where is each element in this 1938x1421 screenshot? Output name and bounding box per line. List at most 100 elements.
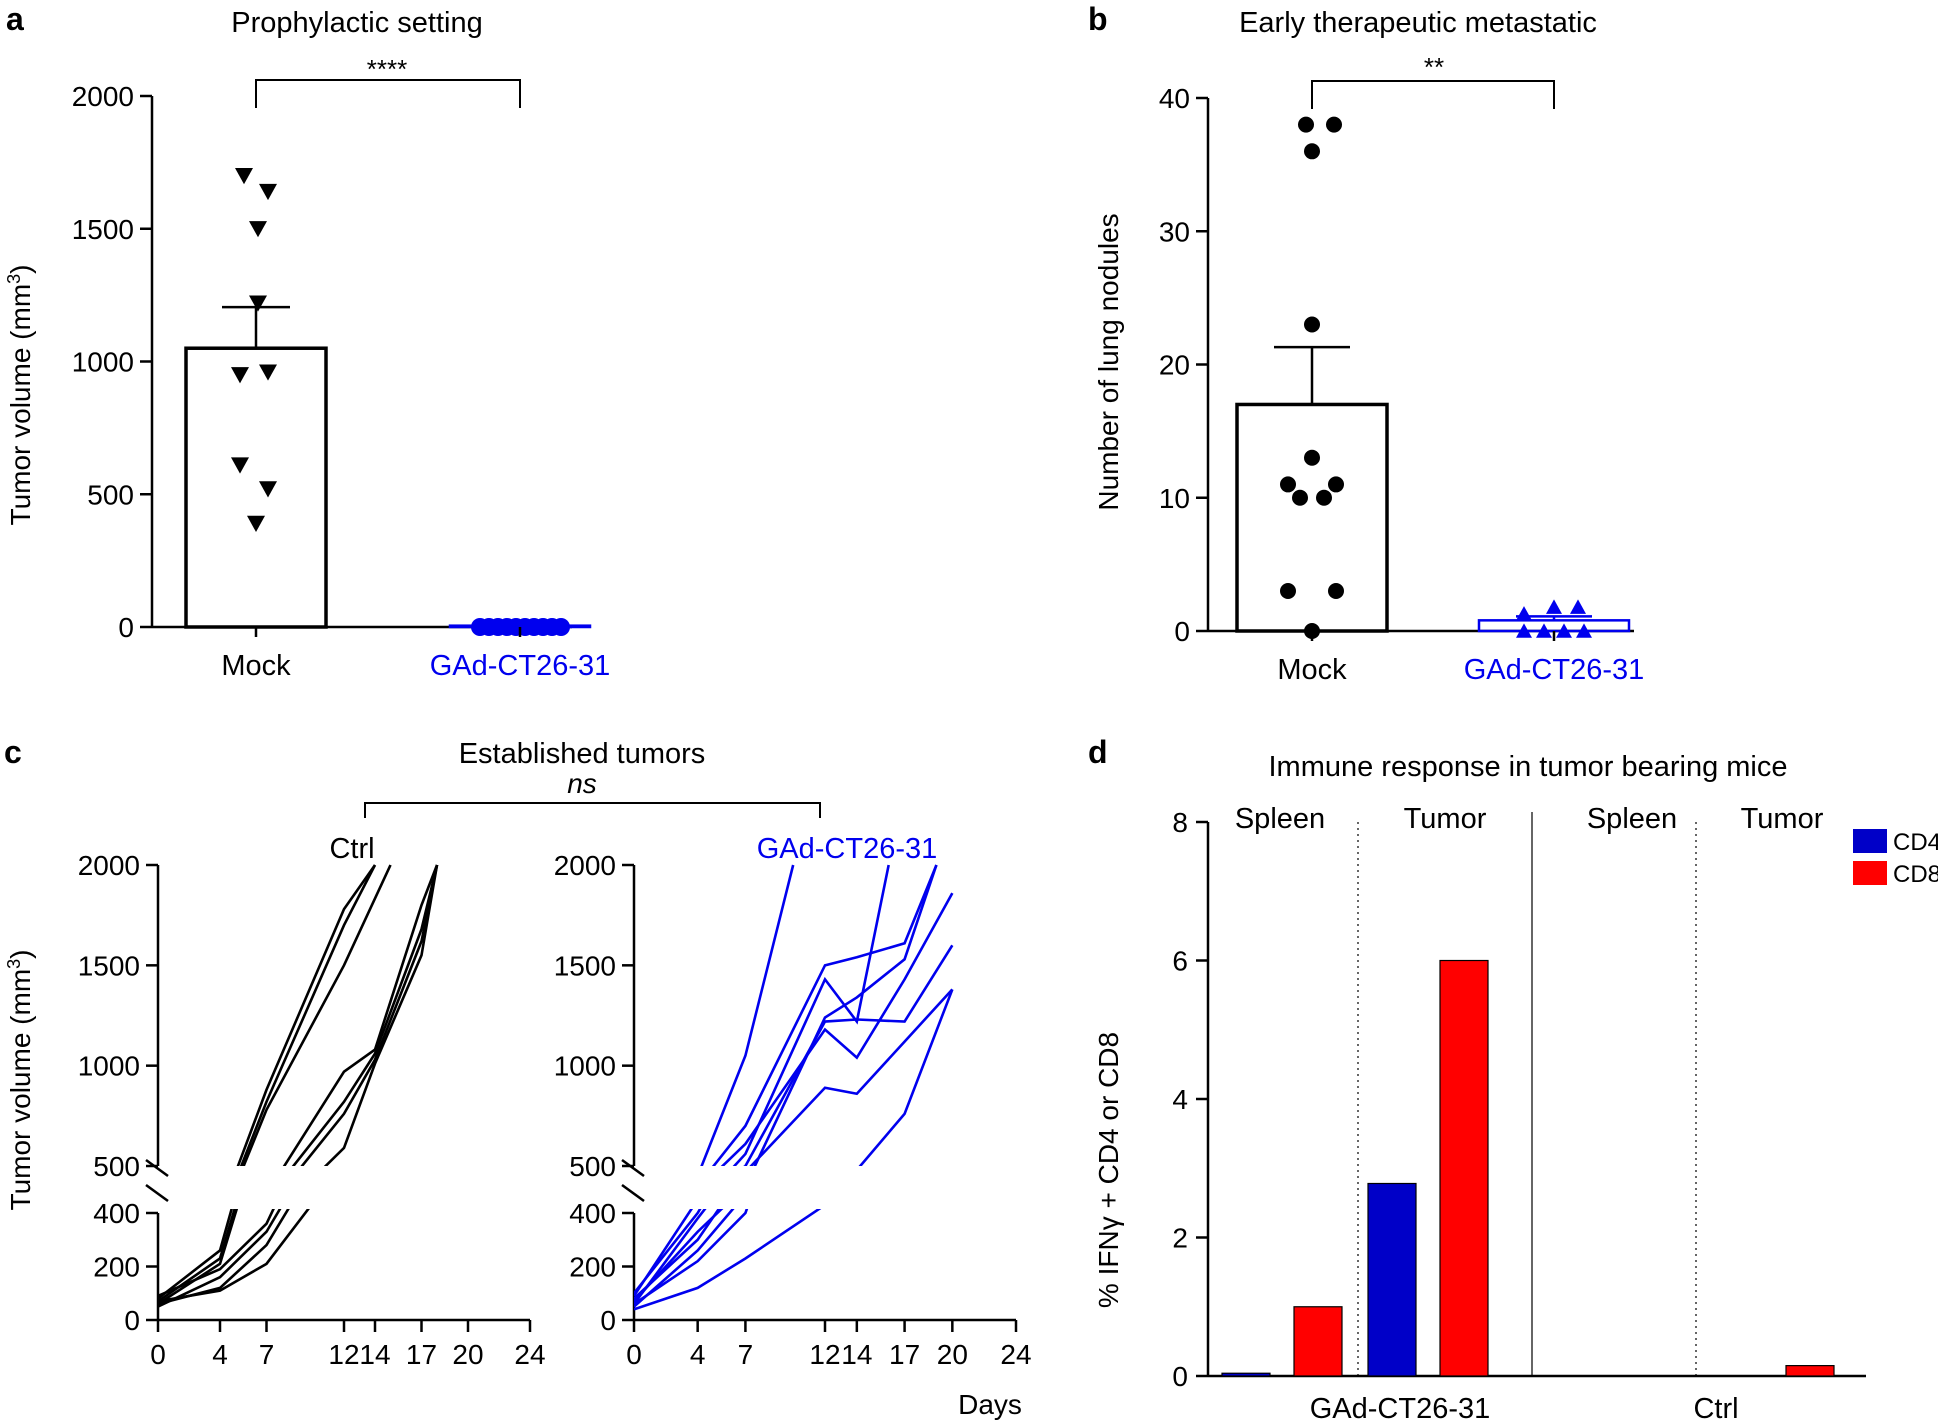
data-point (1516, 623, 1532, 638)
x-tick-label: 0 (150, 1339, 166, 1370)
series-line-upper (300, 864, 439, 1166)
data-point (249, 221, 267, 238)
y-tick-label: 2000 (554, 850, 616, 881)
legend-label-cd4: CD4 (1893, 829, 1938, 856)
series-line-upper (323, 864, 439, 1166)
subgroup-label: Spleen (1235, 803, 1325, 835)
panel-letter-a: a (6, 1, 24, 37)
data-point (259, 364, 277, 381)
panel-a-y-axis-label: Tumor volume (mm3) (4, 265, 36, 526)
y-tick-label: 500 (569, 1151, 616, 1182)
y-tick-label: 1000 (78, 1051, 140, 1082)
axis-break-mark (145, 1183, 169, 1203)
y-tick-label: 0 (118, 612, 134, 643)
panel-b-significance: ** (1424, 52, 1444, 82)
series-line-lower (158, 1209, 310, 1303)
series-line-lower (634, 1209, 707, 1305)
data-point (1326, 116, 1342, 133)
data-point (231, 457, 249, 474)
x-tick-label: GAd-CT26-31 (430, 650, 611, 682)
series-line-upper (732, 864, 890, 1166)
series-line-lower (634, 1209, 735, 1308)
y-tick-label: 200 (569, 1252, 616, 1283)
y-tick-label: 400 (569, 1198, 616, 1229)
series-line-lower (634, 1209, 694, 1297)
significance-bracket (255, 79, 521, 108)
data-point (1328, 583, 1344, 600)
y-tick-label: 200 (93, 1252, 140, 1283)
y-tick-label: 6 (1172, 946, 1188, 977)
axis-break-mark (145, 1158, 169, 1178)
data-point (1516, 606, 1532, 621)
panel-a-title: Prophylactic setting (231, 7, 482, 39)
group-label: GAd-CT26-31 (1310, 1393, 1491, 1421)
series-line-lower (158, 1209, 282, 1308)
cd4-bar (1221, 1372, 1271, 1377)
y-tick-label: 8 (1172, 807, 1188, 838)
y-tick-label: 1500 (72, 214, 134, 245)
series-line-upper (236, 864, 377, 1166)
x-tick-label: 17 (406, 1339, 437, 1370)
data-point (1570, 599, 1586, 614)
subgroup-label: Tumor (1404, 803, 1487, 835)
panel-b-chart: Early therapeutic metastatic ** Number o… (1093, 7, 1644, 686)
y-tick-label: 4 (1172, 1084, 1188, 1115)
panel-a-chart: Prophylactic setting **** Tumor volume (… (4, 7, 610, 682)
cd4-bar (1367, 1182, 1417, 1377)
legend-swatch-cd8 (1853, 861, 1887, 885)
series-line-lower (158, 1209, 233, 1300)
data-point (1536, 623, 1552, 638)
y-tick-label: 2 (1172, 1223, 1188, 1254)
panel-b-title: Early therapeutic metastatic (1239, 7, 1597, 39)
series-line-upper (858, 988, 954, 1166)
panel-c-title: Established tumors (459, 738, 706, 770)
legend-swatch-cd4 (1853, 829, 1887, 853)
data-point (1280, 583, 1296, 600)
data-point (247, 515, 265, 533)
subgroup-label: Spleen (1587, 803, 1677, 835)
data-point (1304, 143, 1320, 160)
series-line-lower (158, 1209, 290, 1306)
x-tick-label: 14 (359, 1339, 390, 1370)
data-point (1304, 449, 1320, 466)
x-tick-label: 7 (259, 1339, 275, 1370)
axis-break-mark (621, 1183, 645, 1203)
x-tick-label: 14 (841, 1339, 872, 1370)
x-tick-label: 7 (738, 1339, 754, 1370)
data-point (1292, 489, 1308, 506)
x-tick-label: 12 (328, 1339, 359, 1370)
series-line-upper (711, 864, 938, 1166)
series-line-upper (291, 864, 439, 1166)
data-point (1298, 116, 1314, 133)
group-label: Ctrl (1693, 1393, 1738, 1421)
y-tick-label: 1000 (72, 347, 134, 378)
y-tick-label: 0 (1172, 1361, 1188, 1392)
data-point (259, 481, 277, 498)
series-line-upper (700, 864, 795, 1166)
x-tick-label: 24 (1000, 1339, 1031, 1370)
panel-b-y-axis-label: Number of lung nodules (1093, 213, 1124, 510)
data-point (1328, 476, 1344, 493)
data-point (552, 618, 570, 636)
x-tick-label: Mock (221, 650, 291, 682)
series-line-upper (743, 944, 954, 1166)
panel-d-title: Immune response in tumor bearing mice (1268, 751, 1787, 783)
data-point (231, 367, 249, 384)
series-line-lower (634, 1209, 724, 1303)
series-line-lower (634, 1209, 822, 1311)
y-tick-label: 0 (1174, 616, 1190, 647)
series-line-lower (634, 1209, 749, 1306)
cd8-bar (1293, 1306, 1343, 1377)
panel-c-group-label-gad: GAd-CT26-31 (757, 833, 938, 865)
panel-c-group-label-ctrl: Ctrl (329, 833, 374, 865)
panel-letter-b: b (1088, 1, 1108, 37)
data-point (1546, 599, 1562, 614)
significance-bracket (1311, 80, 1555, 109)
series-line-upper (282, 864, 439, 1166)
data-point (259, 183, 277, 201)
y-tick-label: 1500 (78, 950, 140, 981)
series-line-upper (749, 988, 954, 1166)
data-point (1280, 476, 1296, 493)
panel-c-x-axis-label: Days (958, 1389, 1022, 1420)
